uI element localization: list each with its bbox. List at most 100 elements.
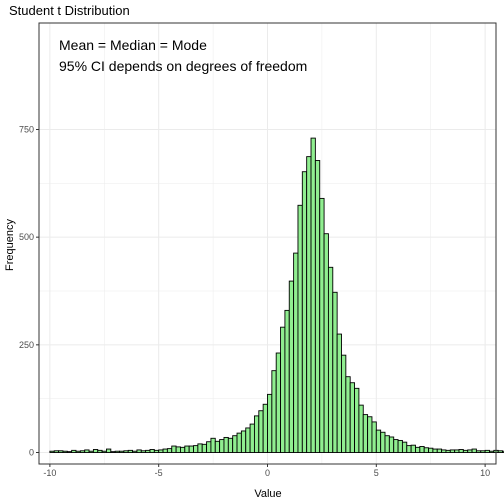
histogram-bar [171, 445, 177, 453]
histogram-bar [262, 403, 268, 453]
histogram-bar [310, 137, 316, 453]
histogram-bar [384, 435, 390, 453]
histogram-bar [354, 387, 360, 453]
histogram-bar [319, 197, 325, 453]
histogram-bar [249, 423, 255, 453]
histogram-bar [166, 448, 173, 453]
histogram-bar [441, 449, 447, 453]
annotation-mean-median-mode: Mean = Median = Mode [59, 37, 207, 53]
y-axis: 0 250 500 750 [19, 125, 39, 458]
histogram-bar [502, 450, 504, 453]
histogram-bar [258, 410, 264, 453]
histogram-bar [193, 445, 199, 453]
histogram-bar [123, 450, 129, 453]
histogram-bar [445, 449, 451, 453]
histogram-bar [358, 404, 364, 453]
histogram-bar [106, 448, 112, 453]
histogram-bar [406, 445, 412, 453]
histogram-bar [101, 450, 107, 453]
histogram-bar [149, 449, 155, 453]
y-tick-label: 250 [19, 340, 34, 350]
histogram-bar [162, 448, 168, 453]
histogram-bar [397, 439, 403, 453]
histogram-bar [484, 449, 490, 453]
x-axis-title: Value [254, 488, 281, 500]
histogram-bar [136, 449, 142, 453]
histogram-bar [201, 443, 208, 453]
y-tick-label: 750 [19, 125, 34, 135]
histogram-bar [84, 449, 90, 453]
histogram-bars [49, 137, 504, 453]
histogram-bar [293, 252, 299, 453]
histogram-bar [393, 439, 399, 453]
x-tick-label: -10 [43, 468, 56, 478]
histogram-bar [454, 449, 460, 453]
histogram-bar [471, 448, 477, 453]
x-axis: -10 -5 0 5 10 [43, 464, 490, 478]
y-tick-label: 0 [29, 448, 34, 458]
histogram-bar [49, 450, 55, 453]
histogram-bar [232, 435, 238, 453]
histogram-bar [497, 450, 503, 453]
histogram-bar [480, 450, 486, 453]
x-tick-label: 0 [265, 468, 270, 478]
histogram-bar [53, 450, 60, 453]
histogram-bar [245, 427, 251, 453]
histogram-bar [219, 439, 225, 453]
histogram-bar [415, 446, 421, 453]
histogram-bar [223, 436, 229, 453]
histogram-bar [332, 291, 338, 453]
histogram-bar [119, 450, 125, 453]
histogram-bar [97, 449, 103, 453]
histogram-bar [132, 450, 138, 453]
histogram-bar [371, 421, 377, 453]
histogram-bar [271, 370, 277, 453]
histogram-bar [327, 266, 334, 453]
histogram-bar [380, 431, 386, 453]
x-tick-label: -5 [155, 468, 163, 478]
histogram-bar [158, 449, 164, 453]
histogram-bar [462, 449, 469, 453]
histogram-bar [301, 171, 308, 453]
histogram-bar [210, 437, 216, 453]
histogram-bar [306, 156, 312, 453]
histogram-bar [92, 449, 99, 453]
histogram-bar [88, 450, 94, 453]
histogram-bar [423, 447, 429, 453]
histogram-bar [367, 416, 373, 453]
histogram-bar [188, 445, 194, 453]
y-tick-label: 500 [19, 232, 34, 242]
histogram-bar [127, 449, 134, 453]
histogram-bar [419, 446, 425, 453]
histogram-bar [236, 432, 242, 453]
histogram-bar [345, 376, 351, 453]
histogram-bar [297, 204, 303, 453]
histogram-bar [388, 436, 395, 453]
grid-lines [39, 23, 496, 464]
x-tick-label: 5 [374, 468, 379, 478]
chart-title: Student t Distribution [9, 3, 130, 18]
histogram-bar [214, 440, 221, 453]
histogram-bar [114, 450, 120, 453]
histogram-bar [410, 444, 416, 453]
histogram-bar [240, 430, 247, 453]
histogram-bar [175, 446, 181, 453]
histogram-bar [323, 233, 329, 453]
histogram-bar [375, 429, 382, 453]
annotation-confidence-interval: 95% CI depends on degrees of freedom [59, 58, 307, 74]
histogram-bar [179, 446, 186, 453]
histogram-bar [275, 352, 282, 453]
histogram-bar [341, 354, 347, 453]
histogram-bar [227, 437, 234, 453]
histogram-bar [449, 449, 456, 453]
histogram-bar [140, 450, 147, 453]
histogram-bar [349, 382, 356, 453]
x-tick-label: 10 [480, 468, 490, 478]
histogram-bar [145, 449, 151, 453]
histogram-bar [253, 415, 260, 453]
histogram-bar [489, 450, 495, 453]
histogram-bar [267, 393, 273, 453]
histogram-bar [428, 447, 434, 453]
histogram-bar [280, 326, 286, 453]
